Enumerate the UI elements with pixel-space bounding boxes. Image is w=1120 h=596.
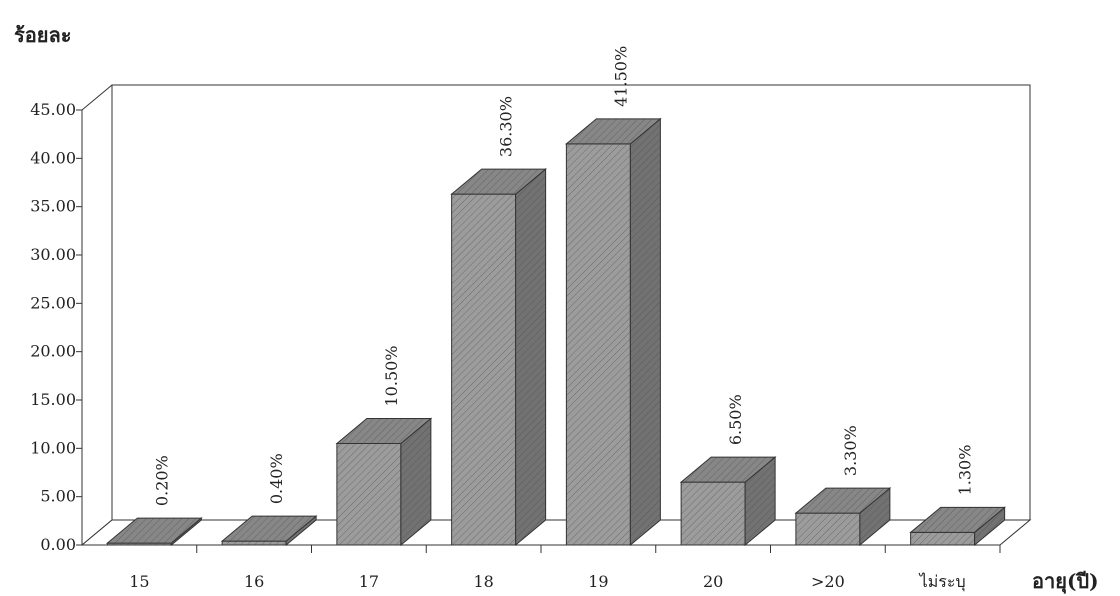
- y-tick-label: 0.00: [40, 535, 76, 554]
- bar-side-hatch: [745, 457, 776, 545]
- bar-front-hatch: [910, 532, 975, 545]
- y-tick-label: 20.00: [30, 342, 76, 361]
- y-axis-title: ร้อยละ: [14, 23, 71, 47]
- y-tick-label: 15.00: [30, 390, 76, 409]
- y-tick-label: 25.00: [30, 293, 76, 312]
- value-label: 1.30%: [956, 445, 975, 496]
- bar-front-hatch: [681, 482, 746, 545]
- x-tick-label: 17: [359, 572, 379, 591]
- y-tick-label: 40.00: [30, 148, 76, 167]
- y-tick-label: 10.00: [30, 438, 76, 457]
- x-tick-label: ไม่ระบุ: [918, 572, 966, 592]
- value-label: 0.20%: [152, 455, 171, 506]
- bar-front-hatch: [336, 443, 401, 545]
- back-wall: [81, 84, 1031, 546]
- value-label: 41.50%: [611, 46, 630, 107]
- y-tick-label: 30.00: [30, 245, 76, 264]
- x-tick-label: 16: [244, 572, 264, 591]
- bar-side-hatch: [286, 516, 317, 545]
- bar-top-hatch: [910, 507, 1005, 533]
- bar-side-hatch: [400, 418, 431, 545]
- plot-area: 0.00 5.00 10.00 15.00 20.00 25.00 30.00 35.00 40…: [30, 46, 1032, 592]
- x-tick-label: 18: [473, 572, 493, 591]
- x-tick-label: 20: [703, 572, 723, 591]
- value-label: 3.30%: [841, 425, 860, 476]
- bar-front-hatch: [451, 194, 516, 545]
- x-tick-label: 19: [588, 572, 608, 591]
- bar-side-hatch: [974, 507, 1005, 545]
- bar-top-hatch: [451, 169, 546, 195]
- value-label: 0.40%: [267, 453, 286, 504]
- bar-top-hatch: [795, 488, 890, 514]
- bar-front-hatch: [566, 143, 631, 546]
- bar-top-hatch: [681, 457, 776, 483]
- y-tick-label: 45.00: [30, 100, 76, 119]
- bar-side-hatch: [859, 488, 890, 545]
- y-axis-top: [81, 84, 113, 111]
- bar-front-hatch: [795, 513, 860, 545]
- bar-top-hatch: [222, 516, 317, 542]
- x-tick-label: 15: [129, 572, 149, 591]
- bar-top-hatch: [336, 418, 431, 444]
- bar-top-hatch: [566, 118, 661, 144]
- bar-top-hatch: [107, 518, 202, 544]
- y-tick-label: 5.00: [40, 487, 76, 506]
- bar-side-hatch: [515, 169, 546, 545]
- y-tick-label: 35.00: [30, 197, 76, 216]
- bar-front-hatch: [222, 541, 287, 545]
- value-label: 10.50%: [382, 345, 401, 406]
- bar-side-hatch: [630, 118, 661, 545]
- x-axis-title: อายุ(ปี): [1032, 569, 1099, 594]
- x-tick-label: >20: [811, 572, 845, 591]
- value-label: 6.50%: [726, 394, 745, 445]
- value-label: 36.30%: [497, 96, 516, 157]
